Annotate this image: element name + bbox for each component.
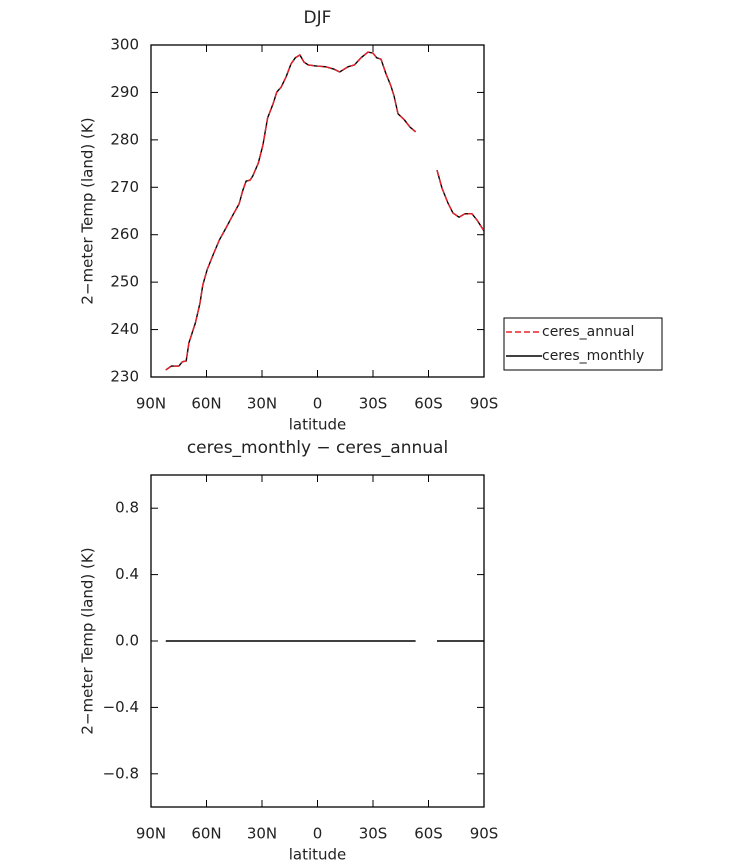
x-tick-label: 60N bbox=[191, 825, 221, 843]
x-tick-label: 30N bbox=[247, 395, 277, 413]
x-axis-label: latitude bbox=[289, 416, 347, 434]
y-tick-label: 270 bbox=[110, 178, 139, 196]
y-tick-label: 0.4 bbox=[115, 565, 139, 583]
series-line bbox=[165, 51, 485, 371]
y-tick-label: −0.4 bbox=[103, 698, 139, 716]
x-tick-label: 0 bbox=[313, 825, 323, 843]
y-tick-label: 0.8 bbox=[115, 499, 139, 517]
x-tick-label: 30S bbox=[359, 825, 388, 843]
x-tick-label: 90S bbox=[470, 825, 499, 843]
x-axis-label: latitude bbox=[289, 846, 347, 864]
series-line bbox=[165, 51, 485, 371]
chart-title: ceres_monthly − ceres_annual bbox=[187, 438, 448, 458]
plot-frame bbox=[150, 44, 485, 378]
chart-title: DJF bbox=[304, 8, 332, 28]
y-tick-label: 290 bbox=[110, 83, 139, 101]
y-tick-label: 230 bbox=[110, 368, 139, 386]
y-tick-label: 300 bbox=[110, 36, 139, 54]
x-tick-label: 60S bbox=[414, 395, 443, 413]
x-tick-label: 90N bbox=[136, 395, 166, 413]
y-tick-label: 280 bbox=[110, 130, 139, 148]
y-tick-label: 0.0 bbox=[115, 632, 139, 650]
y-axis-label: 2−meter Temp (land) (K) bbox=[79, 117, 97, 304]
x-tick-label: 30N bbox=[247, 825, 277, 843]
x-tick-label: 90N bbox=[136, 825, 166, 843]
y-tick-label: 260 bbox=[110, 225, 139, 243]
y-tick-label: −0.8 bbox=[103, 764, 139, 782]
x-tick-label: 60N bbox=[191, 395, 221, 413]
y-tick-label: 240 bbox=[110, 320, 139, 338]
legend-label: ceres_annual bbox=[542, 324, 634, 340]
legend-box bbox=[503, 317, 663, 371]
x-tick-label: 0 bbox=[313, 395, 323, 413]
y-axis-label: 2−meter Temp (land) (K) bbox=[79, 547, 97, 734]
x-tick-label: 30S bbox=[359, 395, 388, 413]
legend-label: ceres_monthly bbox=[542, 348, 644, 364]
x-tick-label: 60S bbox=[414, 825, 443, 843]
x-tick-label: 90S bbox=[470, 395, 499, 413]
y-tick-label: 250 bbox=[110, 273, 139, 291]
